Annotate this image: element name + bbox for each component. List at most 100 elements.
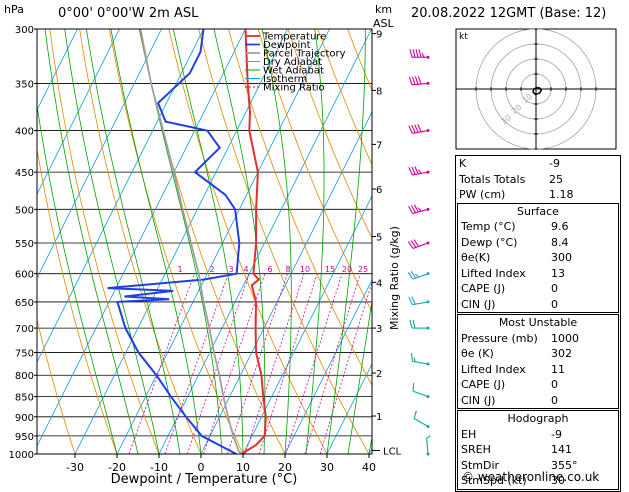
index-value: 8.4 [551,236,611,249]
index-name: K [456,157,549,170]
mixing-ratio-line [305,274,360,454]
index-value: 1.18 [549,188,609,201]
isotherm-line [33,29,246,454]
wet-adiabat-line [111,29,201,454]
mixing-ratio-label: 1 [177,265,182,274]
index-value: 302 [551,347,611,360]
height-tick-label: 9 [376,30,382,41]
surface-title: Surface [458,204,618,220]
index-row: θe (K)302 [458,346,618,362]
index-value: 0 [551,394,611,407]
index-row: Dewp (°C)8.4 [458,235,618,251]
pressure-tick-label: 400 [15,127,34,138]
wind-barb [409,297,430,305]
index-name: Dewp (°C) [458,236,551,249]
wind-barb [410,49,430,59]
pressure-tick-label: 600 [15,270,34,281]
dewpoint-line [108,29,240,454]
mixing-ratio-label: 6 [267,265,272,274]
index-name: CAPE (J) [458,282,551,295]
index-name: EH [458,428,551,441]
temperature-tick-label: 40 [362,461,376,474]
lcl-label: LCL [383,446,402,457]
wind-barb [408,271,429,279]
mixing-ratio-line [320,274,374,454]
mixing-ratio-label: 8 [285,265,290,274]
pressure-tick-label: 700 [15,324,34,335]
mixing-ratio-label: 20 [342,265,352,274]
height-tick-label: 5 [376,232,382,243]
index-name: SREH [458,443,551,456]
index-row: Pressure (mb)1000 [458,331,618,347]
index-value: -9 [549,157,609,170]
wind-barb [408,240,429,249]
index-name: Lifted Index [458,267,551,280]
index-row: PW (cm)1.18 [456,187,620,203]
index-row: CAPE (J)0 [458,377,618,393]
height-tick-label: 7 [376,140,382,151]
pressure-tick-label: 900 [15,413,34,424]
hodograph-title: Hodograph [458,411,618,427]
index-row: CIN (J)0 [458,393,618,409]
index-name: Lifted Index [458,363,551,376]
wind-barb [413,383,430,398]
index-row: EH-9 [458,427,618,443]
index-row: Temp (°C)9.6 [458,219,618,235]
mixing-ratio-label: 25 [358,265,368,274]
pressure-tick-label: 650 [15,298,34,309]
index-row: CAPE (J)0 [458,281,618,297]
most-unstable-title: Most Unstable [458,315,618,331]
index-name: CIN (J) [458,394,551,407]
height-tick-label: 3 [376,324,382,335]
mixing-ratio-line [286,274,343,454]
index-name: θe (K) [458,347,551,360]
mixing-ratio-label: 15 [325,265,335,274]
index-name: PW (cm) [456,188,549,201]
temperature-tick-label: 30 [320,461,334,474]
wind-barb [414,411,429,428]
dry-adiabat-line [50,29,159,454]
hodograph-unit-label: kt [459,32,468,42]
index-value: 11 [551,363,611,376]
height-tick-label: 6 [376,185,382,196]
mixing-ratio-line [228,274,288,454]
mixing-ratio-line [245,274,304,454]
index-name: θe(K) [458,251,551,264]
wind-barb [409,124,430,133]
temperature-tick-label: -30 [66,461,84,474]
wind-barb [409,166,430,175]
wet-adiabat-line [27,29,117,454]
wet-adiabat-line [140,29,223,454]
wet-adiabat-line [65,29,159,454]
mixing-ratio-label: 4 [243,265,248,274]
mixing-ratio-label: 10 [300,265,310,274]
wind-barb [427,436,431,456]
index-name: Temp (°C) [458,220,551,233]
height-tick-label: 8 [376,86,382,97]
index-value: 25 [549,173,609,186]
pressure-tick-label: 850 [15,393,34,404]
wet-adiabat-line [327,29,365,454]
pressure-tick-label: 500 [15,205,34,216]
index-name: CIN (J) [458,298,551,311]
index-value: 0 [551,298,611,311]
height-tick-label: 4 [376,278,382,289]
isotherm-line [0,29,78,454]
mixing-ratio-label: 3 [228,265,233,274]
index-value: 1000 [551,332,611,345]
index-row: CIN (J)0 [458,297,618,313]
index-row: θe(K)300 [458,250,618,266]
index-value: 9.6 [551,220,611,233]
wind-barb [412,353,430,366]
pressure-tick-label: 300 [15,25,34,36]
pressure-tick-label: 350 [15,79,34,90]
wind-barb [409,76,429,85]
